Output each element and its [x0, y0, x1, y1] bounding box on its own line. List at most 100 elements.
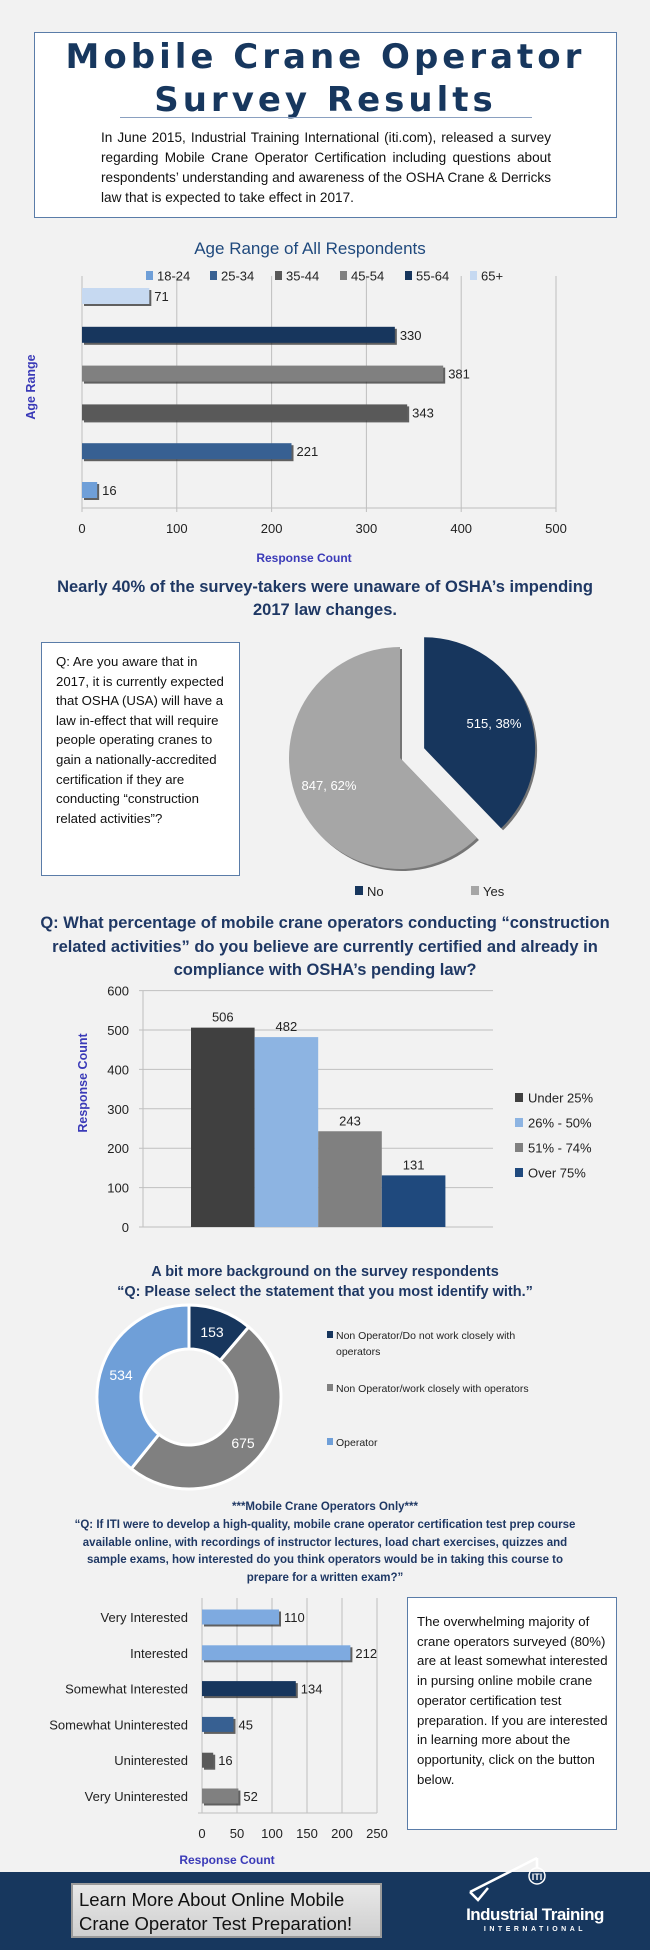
- category-label: Very Uninterested: [85, 1789, 188, 1804]
- legend-swatch: [327, 1331, 333, 1338]
- legend-swatch: [275, 271, 282, 280]
- data-label: 482: [276, 1019, 298, 1034]
- bar-4: [202, 1752, 214, 1768]
- awareness-heading: Nearly 40% of the survey-takers were una…: [57, 578, 593, 619]
- legend-swatch: [515, 1143, 523, 1152]
- data-label: 675: [231, 1435, 255, 1451]
- y-axis-title: Response Count: [76, 1033, 90, 1133]
- crane-logo-icon: [469, 1856, 539, 1902]
- bar-0: [191, 1027, 255, 1227]
- learn-more-button[interactable]: Learn More About Online Mobile Crane Ope…: [71, 1883, 382, 1938]
- bar-25-34: [82, 443, 292, 460]
- legend-swatch: [327, 1384, 333, 1391]
- y-tick-label: 300: [107, 1102, 129, 1117]
- x-tick-label: 100: [166, 521, 188, 536]
- legend-label: No: [367, 884, 384, 899]
- age-chart-title: Age Range of All Respondents: [194, 239, 426, 258]
- x-tick-label: 0: [78, 521, 85, 536]
- x-tick-label: 400: [450, 521, 472, 536]
- legend-label: Operator: [336, 1437, 378, 1449]
- bar-2: [202, 1681, 296, 1697]
- legend-swatch: [146, 271, 153, 280]
- legend-label: 25-34: [221, 269, 254, 284]
- data-label: 52: [243, 1789, 257, 1804]
- category-label: Interested: [130, 1646, 188, 1661]
- bar-1: [202, 1645, 351, 1661]
- bar-3: [381, 1175, 446, 1227]
- category-label: Somewhat Interested: [65, 1682, 188, 1697]
- bar-55-64: [82, 326, 395, 343]
- bar-2: [318, 1131, 382, 1227]
- legend-swatch: [405, 271, 412, 280]
- x-tick-label: 0: [198, 1826, 205, 1841]
- legend-swatch: [471, 886, 479, 895]
- pie-slice-yes: [289, 647, 477, 869]
- data-label: 16: [218, 1753, 232, 1768]
- logo-badge-text: ITI: [532, 1872, 543, 1882]
- data-label: 212: [355, 1646, 377, 1661]
- data-label: 45: [239, 1717, 253, 1732]
- category-label: Very Interested: [101, 1610, 188, 1625]
- legend-label: 26% - 50%: [528, 1116, 592, 1131]
- x-tick-label: 150: [296, 1826, 318, 1841]
- y-axis-title: Age Range: [24, 354, 38, 419]
- background-heading: A bit more background on the survey resp…: [151, 1264, 499, 1280]
- legend-label: Under 25%: [528, 1091, 593, 1106]
- x-tick-label: 250: [366, 1826, 388, 1841]
- x-tick-label: 100: [261, 1826, 283, 1841]
- x-tick-label: 200: [261, 521, 283, 536]
- data-label: 515, 38%: [467, 716, 522, 731]
- bar-35-44: [82, 404, 408, 421]
- interest-heading: ***Mobile Crane Operators Only***: [232, 1501, 418, 1513]
- legend-swatch: [515, 1118, 523, 1127]
- compliance-heading: Q: What percentage of mobile crane opera…: [40, 914, 610, 979]
- logo-badge-icon: [528, 1867, 546, 1885]
- bar-0: [202, 1609, 279, 1625]
- page-title-line2: Survey Results: [154, 80, 497, 120]
- data-label: 534: [109, 1367, 133, 1383]
- legend-label: Non Operator/Do not work closely with: [336, 1330, 515, 1342]
- background-subheading: “Q: Please select the statement that you…: [117, 1284, 533, 1300]
- legend-swatch: [515, 1168, 523, 1177]
- bar-1: [254, 1037, 319, 1227]
- x-tick-label: 500: [545, 521, 567, 536]
- title-underline: [120, 117, 532, 118]
- y-tick-label: 200: [107, 1141, 129, 1156]
- data-label: 506: [212, 1010, 234, 1025]
- y-tick-label: 400: [107, 1062, 129, 1077]
- bar-65+: [82, 288, 150, 304]
- legend-label: Over 75%: [528, 1166, 586, 1181]
- x-axis-title: Response Count: [179, 1853, 274, 1867]
- legend-label: operators: [336, 1346, 380, 1358]
- legend-swatch: [210, 271, 217, 280]
- bar-3: [202, 1716, 234, 1732]
- legend-label: 18-24: [157, 269, 190, 284]
- y-tick-label: 600: [107, 984, 129, 999]
- legend-label: 65+: [481, 269, 503, 284]
- interest-question: “Q: If ITI were to develop a high-qualit…: [74, 1519, 576, 1584]
- y-tick-label: 500: [107, 1023, 129, 1038]
- info-text: The overwhelming majority of crane opera…: [417, 1614, 608, 1787]
- legend-label: 45-54: [351, 269, 384, 284]
- header-box: [34, 32, 617, 218]
- info-box: [407, 1597, 617, 1830]
- x-tick-label: 300: [356, 521, 378, 536]
- category-label: Somewhat Uninterested: [49, 1717, 188, 1732]
- data-label: 330: [400, 328, 422, 343]
- data-label: 134: [301, 1682, 323, 1697]
- data-label: 243: [339, 1113, 361, 1128]
- y-tick-label: 0: [122, 1220, 129, 1235]
- legend-swatch: [327, 1438, 333, 1445]
- legend-label: 35-44: [286, 269, 319, 284]
- x-tick-label: 50: [230, 1826, 244, 1841]
- awareness-question: Q: Are you aware that in 2017, it is cur…: [56, 654, 224, 826]
- data-label: 153: [200, 1324, 224, 1340]
- legend-label: 55-64: [416, 269, 449, 284]
- bar-45-54: [82, 365, 444, 382]
- x-axis-title: Response Count: [256, 551, 351, 565]
- donut-slice-2: [95, 1303, 191, 1471]
- logo-name: Industrial Training: [466, 1905, 604, 1924]
- legend-label: Yes: [483, 884, 505, 899]
